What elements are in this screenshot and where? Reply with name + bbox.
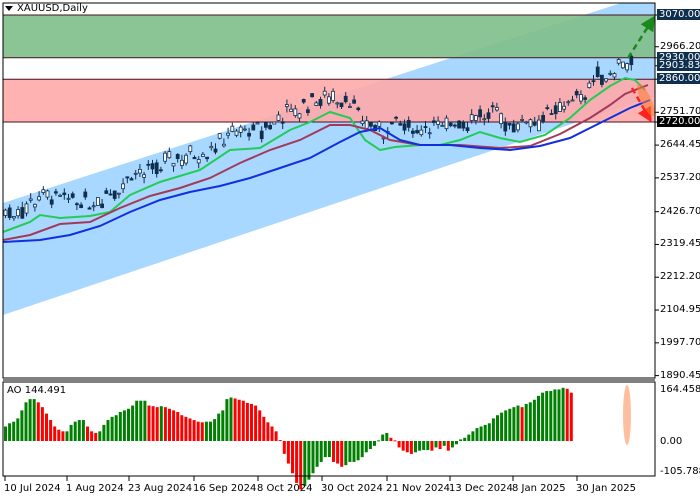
price-tick: 1997.70 [660, 336, 700, 348]
price-tick: 2903.83 [657, 59, 700, 71]
ao-tick: -105.788 [660, 466, 700, 477]
price-tick: 1890.45 [660, 369, 700, 381]
price-tick: 2319.45 [660, 238, 700, 250]
time-tick: 13 Dec 2024 [449, 483, 513, 494]
time-tick: 1 Aug 2024 [66, 483, 124, 494]
ao-tick: 164.458 [660, 384, 700, 395]
dropdown-triangle-icon[interactable] [5, 6, 13, 11]
time-tick: 8 Jan 2025 [512, 483, 566, 494]
price-tick: 2720.00 [657, 116, 700, 127]
zones [3, 3, 655, 315]
time-tick: 8 Oct 2024 [257, 483, 313, 494]
price-tick: 2966.20 [660, 40, 700, 52]
time-tick: 10 Jul 2024 [4, 483, 61, 494]
forecast-arrows [626, 15, 656, 123]
price-tick: 2860.00 [657, 73, 700, 85]
chart-frame [2, 2, 659, 481]
price-tick: 2751.70 [660, 106, 700, 118]
ao-tick: 0.00 [660, 436, 683, 447]
moving-averages [3, 76, 651, 243]
time-tick: 21 Nov 2024 [386, 483, 451, 494]
ao-indicator-label: AO 144.491 [7, 385, 67, 396]
price-tick: 2537.20 [660, 171, 700, 183]
price-tick: 2426.70 [660, 205, 700, 217]
time-tick: 30 Oct 2024 [321, 483, 383, 494]
time-tick: 23 Aug 2024 [128, 483, 193, 494]
price-tick: 3070.00 [657, 9, 700, 20]
price-tick: 2644.45 [660, 139, 700, 151]
symbol-label: XAUUSD,Daily [17, 3, 88, 14]
symbol-title[interactable]: XAUUSD,Daily [5, 3, 88, 14]
price-tick: 2104.95 [660, 304, 700, 316]
ao-histogram [4, 385, 631, 490]
time-tick: 30 Jan 2025 [576, 483, 636, 494]
price-tick: 2212.20 [660, 271, 700, 283]
price-tick: 2930.00 [657, 51, 700, 63]
time-tick: 16 Sep 2024 [193, 483, 257, 494]
